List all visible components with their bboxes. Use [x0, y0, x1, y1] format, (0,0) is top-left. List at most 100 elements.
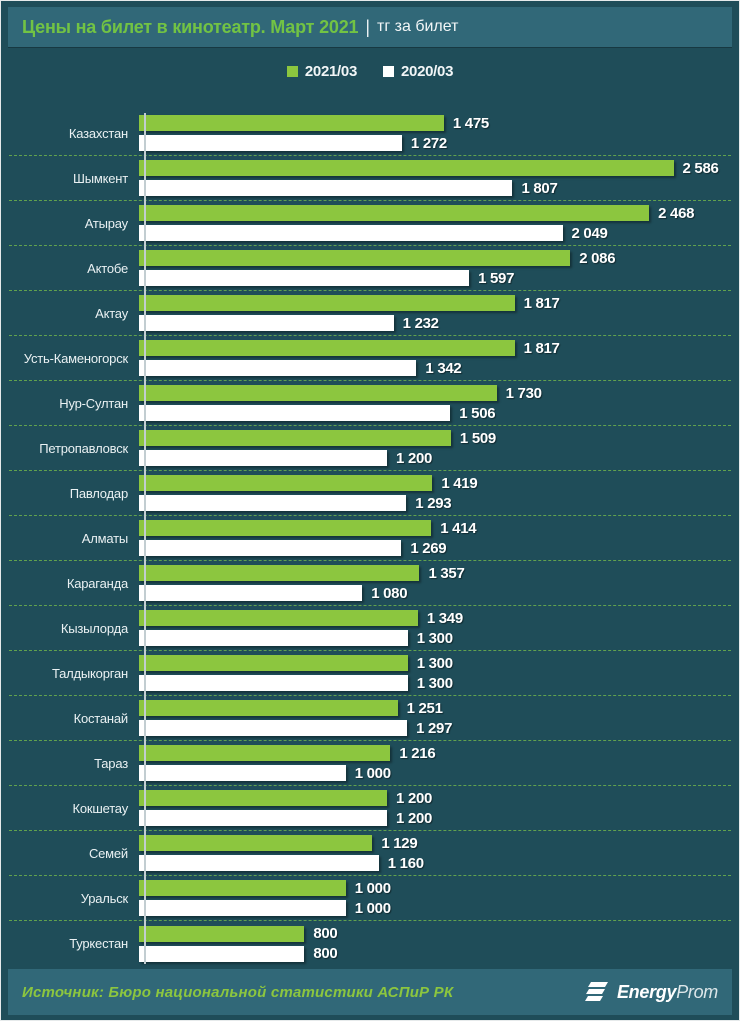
energyprom-logo-icon	[584, 981, 610, 1003]
bar-group: 1 349 1 300	[137, 609, 731, 647]
bar-line: 1 080	[139, 584, 731, 602]
value-label-2020: 1 000	[354, 899, 391, 917]
value-label-2021: 1 475	[452, 114, 489, 132]
bar-group: 1 817 1 342	[137, 339, 731, 377]
bar-line: 1 300	[139, 675, 731, 692]
bar-2020	[139, 405, 451, 421]
bar-2021	[139, 430, 451, 446]
bar-line: 800	[139, 945, 731, 962]
bar-group: 1 475 1 272	[137, 114, 731, 152]
bar-group: 2 468 2 049	[137, 205, 731, 242]
bar-2020	[139, 270, 470, 286]
bar-line: 2 086	[139, 250, 731, 267]
bar-group: 1 200 1 200	[137, 790, 731, 827]
bar-line: 1 269	[139, 539, 731, 557]
bar-line: 1 129	[139, 835, 731, 852]
chart-rows: Казахстан 1 475 1 272 Шымкент 2 586 1 807 Атыр…	[9, 111, 731, 966]
bar-2021	[139, 250, 571, 266]
category-label: Кокшетау	[72, 800, 128, 816]
category-label: Атырау	[84, 215, 129, 231]
bar-line: 2 468	[139, 205, 731, 222]
title-separator: |	[365, 16, 371, 37]
bar-line: 1 419	[139, 474, 731, 492]
value-label-2020: 1 807	[521, 179, 558, 197]
bar-group: 1 414 1 269	[137, 519, 731, 557]
bar-line: 1 817	[139, 339, 731, 357]
bar-group: 2 586 1 807	[137, 159, 731, 197]
bar-2020	[139, 630, 408, 646]
bar-group: 1 251 1 297	[137, 699, 731, 737]
y-axis-line	[144, 113, 146, 964]
bar-line: 1 414	[139, 519, 731, 537]
value-label-2021: 1 414	[440, 519, 477, 537]
chart-row: Уральск 1 000 1 000	[9, 876, 731, 921]
value-label-2021: 800	[313, 925, 338, 942]
bar-line: 1 597	[139, 269, 731, 287]
value-label-2021: 1 730	[505, 384, 542, 402]
value-label-2021: 1 251	[406, 699, 443, 717]
bar-2021	[139, 835, 373, 851]
bar-group: 1 357 1 080	[137, 565, 731, 602]
value-label-2020: 1 160	[387, 854, 424, 872]
bar-2020	[139, 450, 388, 466]
category-label: Туркестан	[69, 936, 128, 951]
value-label-2020: 1 597	[478, 269, 515, 287]
bar-group: 1 419 1 293	[137, 474, 731, 512]
bar-2020	[139, 810, 388, 826]
chart-row: Костанай 1 251 1 297	[9, 696, 731, 741]
bar-2021	[139, 520, 432, 536]
value-label-2021: 2 586	[682, 159, 719, 177]
bar-line: 1 000	[139, 899, 731, 917]
value-label-2021: 1 349	[426, 609, 463, 627]
bar-line: 1 251	[139, 699, 731, 717]
bar-line: 1 300	[139, 655, 731, 672]
chart-row: Актобе 2 086 1 597	[9, 246, 731, 291]
value-label-2020: 2 049	[571, 224, 608, 242]
value-label-2020: 1 200	[396, 449, 433, 467]
category-label: Кызылорда	[60, 620, 128, 636]
bar-2021	[139, 475, 433, 491]
chart-row: Караганда 1 357 1 080	[9, 561, 731, 606]
bar-group: 1 300 1 300	[137, 655, 731, 692]
value-label-2020: 1 080	[371, 584, 408, 602]
value-label-2020: 1 342	[425, 359, 462, 377]
bar-line: 1 200	[139, 449, 731, 467]
bar-2021	[139, 295, 515, 311]
value-label-2021: 1 419	[441, 474, 478, 492]
bar-2020	[139, 360, 417, 376]
value-label-2021: 1 817	[523, 294, 560, 312]
value-label-2020: 1 269	[410, 539, 447, 557]
bar-line: 2 049	[139, 224, 731, 242]
category-label: Актобе	[87, 260, 128, 276]
bar-line: 1 272	[139, 134, 731, 152]
bar-group: 800 800	[137, 925, 731, 962]
value-label-2020: 1 506	[459, 404, 496, 422]
bar-group: 1 216 1 000	[137, 745, 731, 782]
bar-2021	[139, 565, 420, 581]
bar-line: 1 000	[139, 880, 731, 897]
value-label-2020: 1 272	[410, 134, 447, 152]
bar-2021	[139, 115, 444, 131]
bar-2020	[139, 945, 305, 962]
bar-2021	[139, 610, 418, 626]
bar-2020	[139, 135, 402, 151]
bar-2020	[139, 225, 563, 241]
value-label-2020: 1 200	[396, 809, 433, 827]
chart-row: Атырау 2 468 2 049	[9, 201, 731, 246]
energyprom-logo: EnergyProm	[584, 981, 718, 1003]
bar-2021	[139, 655, 408, 671]
bar-2020	[139, 855, 379, 871]
brand-text: EnergyProm	[617, 982, 718, 1003]
bar-line: 1 300	[139, 630, 731, 647]
bar-line: 1 342	[139, 359, 731, 377]
bar-2020	[139, 585, 363, 601]
chart-title: Цены на билет в кинотеатр. Март 2021	[22, 16, 359, 37]
category-label: Тараз	[94, 755, 128, 771]
chart-row: Тараз 1 216 1 000	[9, 741, 731, 786]
category-label: Нур-Султан	[59, 395, 128, 411]
legend-label-2021: 2021/03	[304, 63, 357, 80]
header-band: Цены на билет в кинотеатр. Март 2021 | т…	[8, 7, 732, 47]
category-label: Уральск	[80, 890, 128, 906]
value-label-2021: 1 817	[523, 339, 560, 357]
